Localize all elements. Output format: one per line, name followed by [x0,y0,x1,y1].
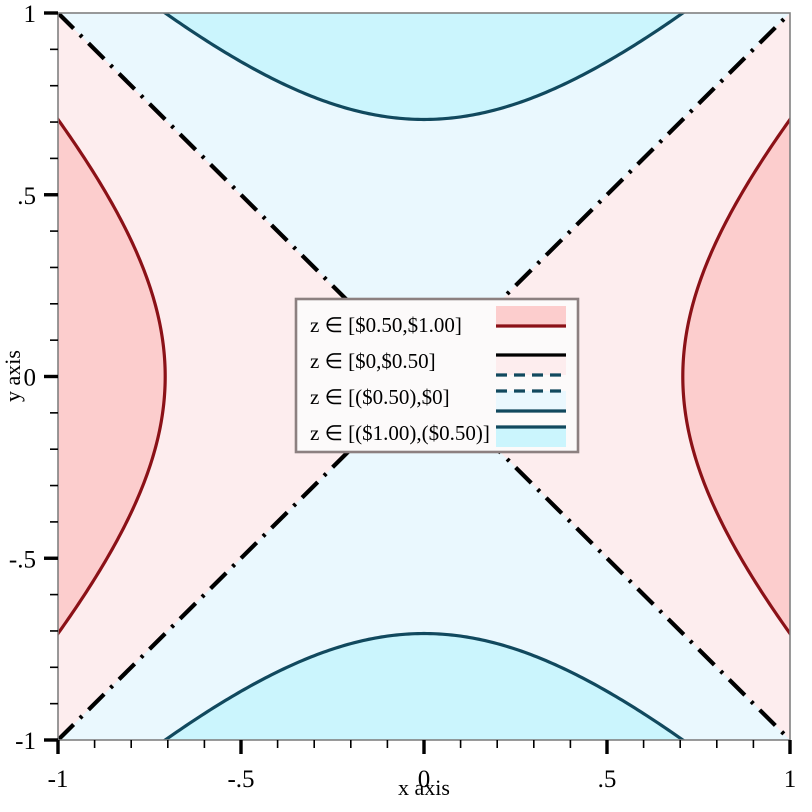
contour-line-level-neg0.5-bottom [162,631,686,740]
band-z-0.5-to-1-right [682,13,790,740]
y-axis-tick-label: -.5 [9,546,36,573]
x-axis-ticks [56,740,792,754]
band-z-0.5-to-1-left [58,13,166,740]
legend-swatch [496,306,566,326]
y-axis-tick-label: .5 [17,183,36,210]
legend-item-label: z ∈ [$0.50,$1.00] [310,313,462,337]
y-axis-tick-labels: 1 .5 0 -.5 -1 [9,1,36,755]
legend-swatch [496,355,566,375]
x-axis-tick-label: -1 [48,766,69,793]
legend-swatch [496,391,566,411]
legend-item-label: z ∈ [($1.00),($0.50)] [310,421,490,445]
x-axis-tick-label: 0 [418,766,431,793]
legend-item-label: z ∈ [$0,$0.50] [310,349,436,373]
x-axis-tick-label: .5 [598,766,617,793]
band-z-neg1-to-neg0.5-top [58,13,790,120]
contour-line-level-0.5-left [58,116,167,637]
y-axis-tick-label: 0 [24,365,37,392]
y-axis-title: y axis [0,350,25,402]
legend-swatch [496,427,566,447]
x-axis-tick-label: -.5 [227,766,254,793]
legend-item-label: z ∈ [($0.50),$0] [310,385,450,409]
band-z-neg1-to-neg0.5-bottom [58,633,790,740]
contour-line-level-neg0.5-top [162,13,686,122]
y-axis-tick-label: -1 [15,728,36,755]
x-axis-title: x axis [398,775,450,800]
y-axis-tick-label: 1 [24,1,37,28]
x-axis-tick-label: 1 [784,766,797,793]
contour-line-level-0.5-right [681,116,790,637]
legend[interactable]: z ∈ [$0.50,$1.00] z ∈ [$0,$0.50] z ∈ [($0.… [294,297,580,454]
x-axis-tick-labels: -1 -.5 0 .5 1 [48,766,797,793]
y-axis-ticks [44,11,58,742]
